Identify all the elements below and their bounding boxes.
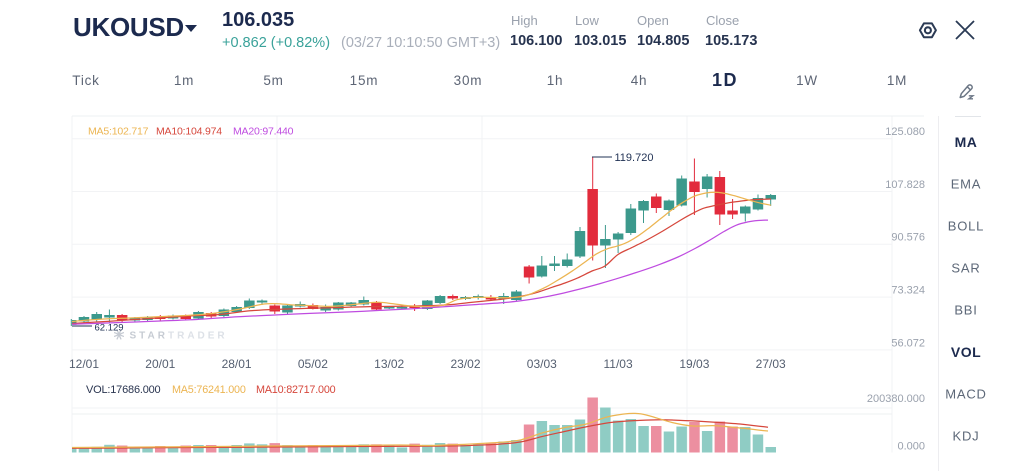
svg-text:05/02: 05/02 [298,357,328,371]
svg-text:28/01: 28/01 [222,357,252,371]
svg-text:27/03: 27/03 [756,357,786,371]
svg-text:MA20:97.440: MA20:97.440 [233,126,294,138]
svg-text:MA10:82717.000: MA10:82717.000 [256,384,336,396]
svg-text:23/02: 23/02 [450,357,480,371]
svg-text:62.129: 62.129 [95,323,124,334]
svg-text:19/03: 19/03 [679,357,709,371]
svg-text:125.080: 125.080 [885,126,925,138]
svg-text:107.828: 107.828 [885,179,925,191]
svg-text:200380.000: 200380.000 [867,393,925,405]
svg-text:0.000: 0.000 [897,441,925,453]
svg-text:11/03: 11/03 [604,357,633,371]
svg-text:73.324: 73.324 [891,285,925,297]
svg-text:56.072: 56.072 [891,337,925,349]
svg-text:119.720: 119.720 [615,152,654,164]
svg-text:13/02: 13/02 [374,357,404,371]
svg-text:STARTRADER: STARTRADER [130,331,228,342]
svg-text:12/01: 12/01 [69,357,99,371]
svg-text:MA5:76241.000: MA5:76241.000 [172,384,246,396]
svg-text:MA10:104.974: MA10:104.974 [156,126,222,138]
svg-text:VOL:17686.000: VOL:17686.000 [86,384,161,396]
svg-text:MA5:102.717: MA5:102.717 [88,126,149,138]
svg-text:20/01: 20/01 [145,357,175,371]
svg-text:03/03: 03/03 [527,357,557,371]
svg-text:90.576: 90.576 [891,232,925,244]
